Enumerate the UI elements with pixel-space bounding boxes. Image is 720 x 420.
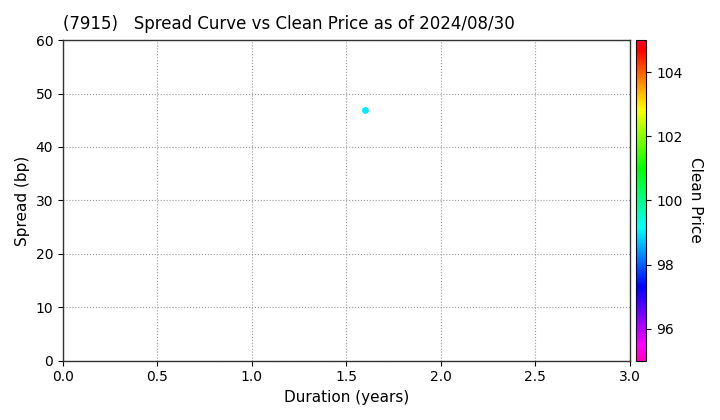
Text: (7915)   Spread Curve vs Clean Price as of 2024/08/30: (7915) Spread Curve vs Clean Price as of… <box>63 15 515 33</box>
X-axis label: Duration (years): Duration (years) <box>284 390 409 405</box>
Point <box>359 106 371 113</box>
Y-axis label: Spread (bp): Spread (bp) <box>15 155 30 246</box>
Y-axis label: Clean Price: Clean Price <box>688 158 703 243</box>
